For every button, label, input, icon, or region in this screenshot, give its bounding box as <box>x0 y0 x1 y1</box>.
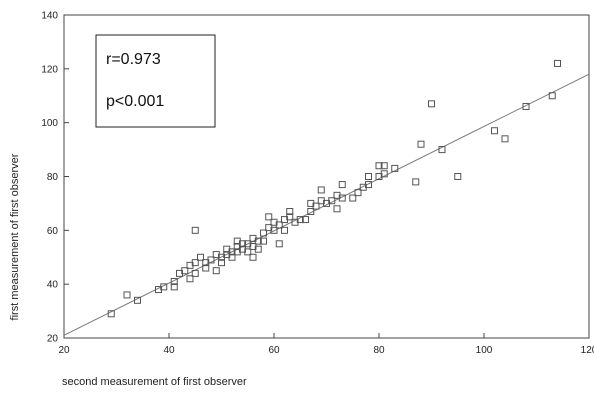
data-point <box>375 162 383 170</box>
data-point <box>338 181 346 189</box>
data-point <box>428 100 435 108</box>
x-axis-label: second measurement of first observer <box>62 376 247 388</box>
x-tick-label: 120 <box>581 345 594 356</box>
data-point <box>265 213 273 221</box>
data-point <box>417 140 425 148</box>
data-point <box>191 226 199 234</box>
x-tick-label: 80 <box>373 345 385 356</box>
data-point <box>275 221 283 229</box>
data-point <box>207 256 215 264</box>
y-axis-label: first measurement of first observer <box>9 153 21 320</box>
data-point <box>522 103 530 111</box>
data-point <box>307 207 315 215</box>
y-tick-label: 140 <box>41 11 58 22</box>
data-point <box>312 202 320 210</box>
y-tick-label: 80 <box>47 172 59 183</box>
data-point <box>197 253 204 261</box>
data-point <box>317 186 325 194</box>
x-axis-ticks: 20 40 60 80 100 120 <box>58 333 594 356</box>
data-point <box>412 178 420 186</box>
data-point <box>380 162 388 170</box>
x-tick-label: 60 <box>268 345 280 356</box>
p-value: p<0.001 <box>106 93 164 110</box>
data-point <box>281 226 288 234</box>
data-point <box>554 59 561 67</box>
y-tick-label: 120 <box>41 64 58 75</box>
data-point <box>354 189 362 197</box>
x-tick-label: 40 <box>163 345 175 356</box>
data-point <box>260 237 267 245</box>
data-point <box>349 194 357 202</box>
stats-box: r=0.973 p<0.001 <box>95 34 216 128</box>
data-point <box>275 240 283 248</box>
y-tick-label: 20 <box>47 334 59 345</box>
data-point <box>170 283 178 291</box>
y-axis-ticks: 20 40 60 80 100 120 140 <box>41 11 69 345</box>
data-point <box>228 248 236 256</box>
correlation-coefficient: r=0.973 <box>106 51 161 68</box>
x-tick-label: 100 <box>476 345 493 356</box>
data-point <box>338 194 346 202</box>
data-points <box>107 59 561 318</box>
data-point <box>228 253 236 261</box>
data-point <box>391 164 399 172</box>
x-tick-label: 20 <box>58 345 70 356</box>
data-point <box>160 283 168 291</box>
stats-box-border <box>95 34 216 128</box>
data-point <box>181 267 189 275</box>
data-point <box>218 259 225 267</box>
data-point <box>260 229 267 237</box>
data-point <box>365 173 372 180</box>
y-tick-label: 40 <box>47 280 59 291</box>
data-point <box>254 237 262 245</box>
data-point <box>296 216 304 224</box>
data-point <box>491 127 498 135</box>
y-tick-label: 100 <box>41 118 58 129</box>
data-point <box>548 92 556 100</box>
data-point <box>212 267 220 275</box>
data-point <box>365 181 372 189</box>
data-point <box>438 146 446 154</box>
regression-line <box>63 73 590 336</box>
data-point <box>202 264 210 272</box>
data-point <box>170 277 178 285</box>
data-point <box>333 205 341 213</box>
data-point <box>286 213 294 221</box>
data-point <box>239 240 246 248</box>
data-point <box>380 170 388 178</box>
data-point <box>134 296 141 304</box>
data-point <box>501 135 509 143</box>
data-point <box>270 226 278 234</box>
data-point <box>123 291 131 299</box>
data-point <box>107 310 115 318</box>
data-point <box>302 216 309 224</box>
data-point <box>191 259 199 267</box>
data-point <box>186 275 194 283</box>
data-point <box>454 173 462 180</box>
data-point <box>244 248 252 256</box>
data-point <box>328 197 336 205</box>
data-point <box>249 253 257 261</box>
plot-area: 20 40 60 80 100 120 140 20 40 60 80 100 120 <box>41 11 594 357</box>
data-point <box>286 207 294 215</box>
y-tick-label: 60 <box>47 226 59 237</box>
data-point <box>254 245 262 253</box>
data-point <box>191 269 199 277</box>
